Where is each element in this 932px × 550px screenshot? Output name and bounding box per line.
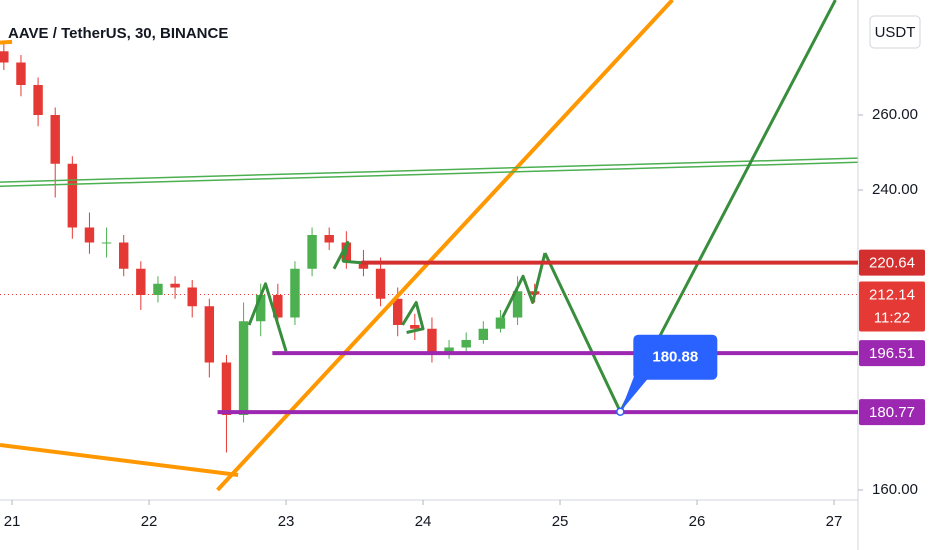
countdown-label: 11:22 — [874, 309, 910, 326]
candle-body — [50, 115, 60, 164]
trend-drawing — [332, 241, 362, 270]
current-price-box — [859, 281, 925, 332]
candle-body — [221, 362, 232, 415]
level-price-label: 196.51 — [869, 345, 915, 362]
candle-body — [324, 235, 334, 243]
trend-drawing — [0, 443, 239, 477]
x-tick-label: 26 — [689, 513, 706, 530]
candle-body — [427, 328, 437, 355]
trend-drawing — [0, 161, 859, 188]
candle-body — [512, 291, 523, 318]
callout-pointer — [620, 375, 651, 412]
x-tick-label: 24 — [415, 513, 432, 530]
candle-body — [136, 268, 146, 295]
current-price-label: 212.14 — [869, 286, 915, 303]
level-price-box — [859, 340, 925, 367]
x-tick-label: 27 — [826, 513, 843, 530]
y-tick-label: 260.00 — [872, 106, 918, 123]
candle-body — [358, 261, 369, 269]
candle-body — [478, 328, 489, 340]
callout-label: 180.88 — [652, 349, 698, 366]
level-price-label: 220.64 — [869, 255, 915, 272]
candle-body — [153, 283, 163, 295]
currency-label[interactable]: USDT — [875, 24, 916, 41]
x-tick-label: 23 — [278, 513, 295, 530]
trend-drawing — [247, 282, 288, 352]
chart-title: AAVE / TetherUS, 30, BINANCE — [8, 25, 228, 42]
candle-body — [84, 227, 95, 243]
plot-area — [0, 0, 859, 492]
currency-button[interactable] — [869, 15, 921, 49]
candle-body — [375, 268, 386, 299]
candle-body — [204, 306, 215, 363]
level-price-label: 180.77 — [869, 404, 915, 421]
candle-body — [16, 62, 26, 86]
candle-body — [495, 317, 506, 329]
candle-body — [392, 298, 403, 325]
x-tick-label: 22 — [141, 513, 158, 530]
trend-drawing — [0, 39, 13, 45]
candle-body — [461, 339, 471, 348]
candle-body — [255, 294, 266, 322]
level-price-box — [859, 399, 925, 426]
y-tick-label: 160.00 — [872, 481, 918, 498]
candle-body — [33, 85, 43, 116]
candle-body — [238, 321, 249, 415]
candle-body — [0, 51, 9, 63]
candle-body — [101, 242, 112, 244]
candle-body — [67, 163, 78, 228]
level-price-box — [859, 249, 925, 276]
y-tick-label: 240.00 — [872, 181, 918, 198]
callout-point — [616, 407, 625, 416]
candle-body — [290, 268, 300, 318]
x-tick-label: 21 — [4, 513, 21, 530]
candle-body — [307, 235, 317, 269]
candle-body — [410, 324, 420, 329]
x-tick-label: 25 — [552, 513, 569, 530]
candle-body — [187, 287, 197, 307]
trend-drawing — [0, 157, 859, 183]
trend-drawing — [501, 252, 547, 319]
candle-body — [118, 242, 129, 269]
callout-box — [633, 334, 718, 380]
candle-body — [170, 283, 180, 288]
trend-drawing — [401, 300, 425, 334]
trend-drawing — [216, 0, 674, 492]
candle-body — [273, 294, 283, 318]
